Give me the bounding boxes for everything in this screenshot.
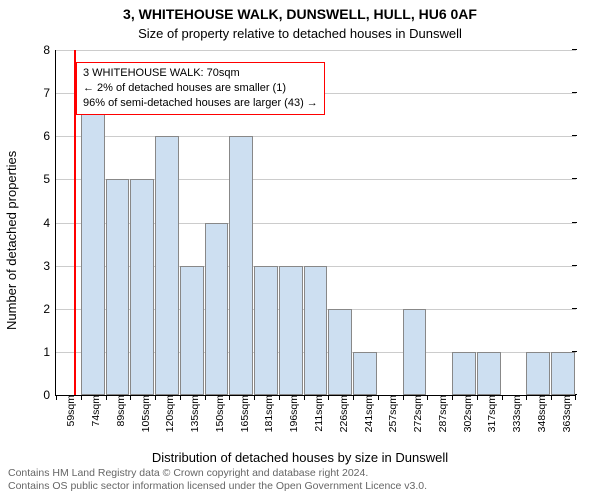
- y-tick-label: 0: [43, 389, 56, 401]
- footer-line-1: Contains HM Land Registry data © Crown c…: [8, 467, 427, 481]
- gridline: [56, 50, 576, 51]
- histogram-bar: [81, 93, 105, 395]
- x-tick-mark: [180, 395, 181, 400]
- x-tick-label: 120sqm: [158, 395, 176, 432]
- x-tick-label: 59sqm: [59, 395, 77, 427]
- x-tick-mark: [403, 395, 404, 400]
- x-tick-mark: [427, 395, 428, 400]
- footer-line-2: Contains OS public sector information li…: [8, 480, 427, 494]
- x-tick-label: 241sqm: [357, 395, 375, 432]
- info-box: 3 WHITEHOUSE WALK: 70sqm ← 2% of detache…: [76, 62, 325, 115]
- x-tick-mark: [575, 395, 576, 400]
- x-tick-label: 348sqm: [530, 395, 548, 432]
- y-tick-label: 1: [43, 346, 56, 358]
- x-tick-label: 74sqm: [84, 395, 102, 427]
- histogram-bar: [106, 179, 130, 395]
- x-tick-label: 272sqm: [406, 395, 424, 432]
- footer: Contains HM Land Registry data © Crown c…: [8, 467, 427, 494]
- histogram-bar: [328, 309, 352, 395]
- x-tick-mark: [254, 395, 255, 400]
- y-tick-label: 3: [43, 260, 56, 272]
- histogram-bar: [403, 309, 427, 395]
- x-tick-label: 196sqm: [282, 395, 300, 432]
- histogram-bar: [452, 352, 476, 395]
- info-line-3: 96% of semi-detached houses are larger (…: [83, 96, 318, 111]
- x-tick-label: 333sqm: [505, 395, 523, 432]
- x-tick-mark: [56, 395, 57, 400]
- chart-title: 3, WHITEHOUSE WALK, DUNSWELL, HULL, HU6 …: [0, 6, 600, 22]
- y-tick-mark: [572, 135, 577, 136]
- y-axis-label: Number of detached properties: [4, 151, 19, 330]
- x-tick-mark: [477, 395, 478, 400]
- y-tick-label: 8: [43, 44, 56, 56]
- y-tick-mark: [572, 178, 577, 179]
- y-tick-label: 7: [43, 87, 56, 99]
- x-tick-label: 363sqm: [555, 395, 573, 432]
- info-line-2: ← 2% of detached houses are smaller (1): [83, 81, 318, 96]
- histogram-bar: [205, 223, 229, 396]
- y-tick-mark: [572, 222, 577, 223]
- x-tick-label: 211sqm: [307, 395, 325, 432]
- x-tick-mark: [130, 395, 131, 400]
- y-tick-mark: [572, 92, 577, 93]
- x-tick-label: 226sqm: [332, 395, 350, 432]
- x-tick-mark: [378, 395, 379, 400]
- y-tick-label: 6: [43, 130, 56, 142]
- y-tick-label: 4: [43, 217, 56, 229]
- histogram-bar: [279, 266, 303, 395]
- x-tick-mark: [279, 395, 280, 400]
- info-line-1: 3 WHITEHOUSE WALK: 70sqm: [83, 66, 318, 81]
- x-tick-label: 165sqm: [233, 395, 251, 432]
- x-tick-mark: [304, 395, 305, 400]
- x-tick-mark: [328, 395, 329, 400]
- x-tick-mark: [452, 395, 453, 400]
- x-tick-label: 257sqm: [381, 395, 399, 432]
- histogram-bar: [477, 352, 501, 395]
- x-tick-mark: [155, 395, 156, 400]
- x-tick-mark: [353, 395, 354, 400]
- x-axis-label: Distribution of detached houses by size …: [0, 450, 600, 465]
- histogram-bar: [254, 266, 278, 395]
- y-tick-label: 5: [43, 173, 56, 185]
- x-tick-label: 317sqm: [480, 395, 498, 432]
- y-tick-label: 2: [43, 303, 56, 315]
- chart-subtitle: Size of property relative to detached ho…: [0, 26, 600, 41]
- histogram-bar: [526, 352, 550, 395]
- gridline: [56, 136, 576, 137]
- x-tick-mark: [205, 395, 206, 400]
- x-tick-label: 135sqm: [183, 395, 201, 432]
- x-tick-mark: [502, 395, 503, 400]
- x-tick-label: 181sqm: [257, 395, 275, 432]
- histogram-bar: [155, 136, 179, 395]
- y-tick-mark: [572, 49, 577, 50]
- x-tick-mark: [229, 395, 230, 400]
- x-tick-mark: [106, 395, 107, 400]
- x-tick-mark: [551, 395, 552, 400]
- y-tick-mark: [572, 308, 577, 309]
- histogram-bar: [130, 179, 154, 395]
- x-tick-mark: [81, 395, 82, 400]
- histogram-bar: [229, 136, 253, 395]
- x-tick-label: 302sqm: [456, 395, 474, 432]
- x-tick-label: 105sqm: [134, 395, 152, 432]
- x-tick-label: 89sqm: [109, 395, 127, 427]
- histogram-bar: [180, 266, 204, 395]
- histogram-bar: [551, 352, 575, 395]
- x-tick-label: 287sqm: [431, 395, 449, 432]
- x-tick-mark: [526, 395, 527, 400]
- histogram-bar: [304, 266, 328, 395]
- y-tick-mark: [572, 265, 577, 266]
- histogram-bar: [353, 352, 377, 395]
- x-tick-label: 150sqm: [208, 395, 226, 432]
